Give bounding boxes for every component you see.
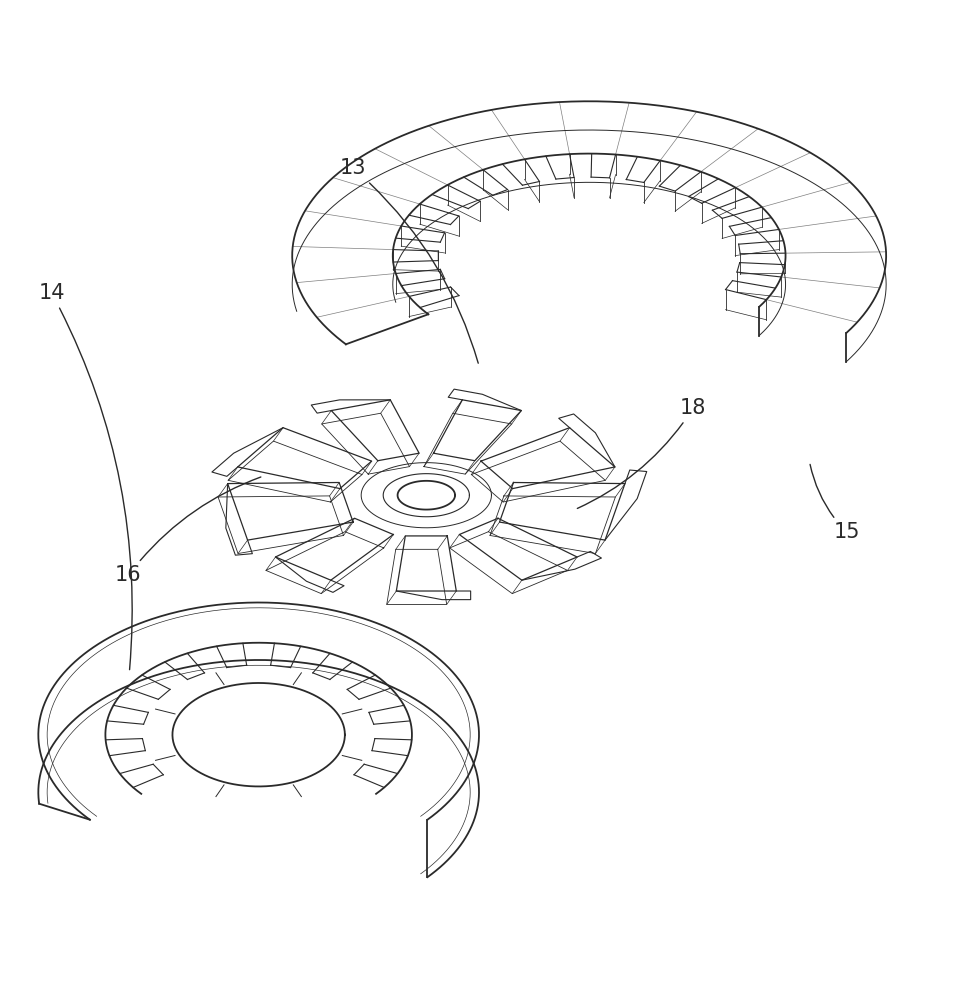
Text: 15: 15 (810, 464, 860, 542)
Text: 16: 16 (115, 477, 261, 585)
Text: 14: 14 (38, 283, 132, 670)
Text: 13: 13 (340, 158, 478, 363)
Text: 18: 18 (578, 398, 707, 508)
